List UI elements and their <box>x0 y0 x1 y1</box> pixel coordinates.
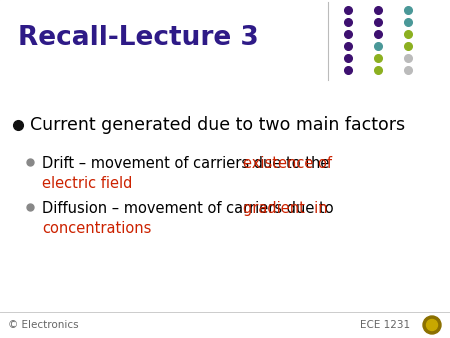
Text: concentrations: concentrations <box>42 221 151 236</box>
Text: Recall-Lecture 3: Recall-Lecture 3 <box>18 25 259 51</box>
Circle shape <box>423 316 441 334</box>
Text: Current generated due to two main factors: Current generated due to two main factor… <box>30 116 405 134</box>
Text: electric field: electric field <box>42 176 132 191</box>
Text: Drift – movement of carriers due to the: Drift – movement of carriers due to the <box>42 156 334 171</box>
Text: Diffusion – movement of carriers due to: Diffusion – movement of carriers due to <box>42 201 338 216</box>
Text: existence of: existence of <box>243 156 332 171</box>
Text: gradient  in: gradient in <box>243 201 328 216</box>
Text: ECE 1231: ECE 1231 <box>360 320 410 330</box>
Circle shape <box>427 319 437 331</box>
Text: © Electronics: © Electronics <box>8 320 79 330</box>
